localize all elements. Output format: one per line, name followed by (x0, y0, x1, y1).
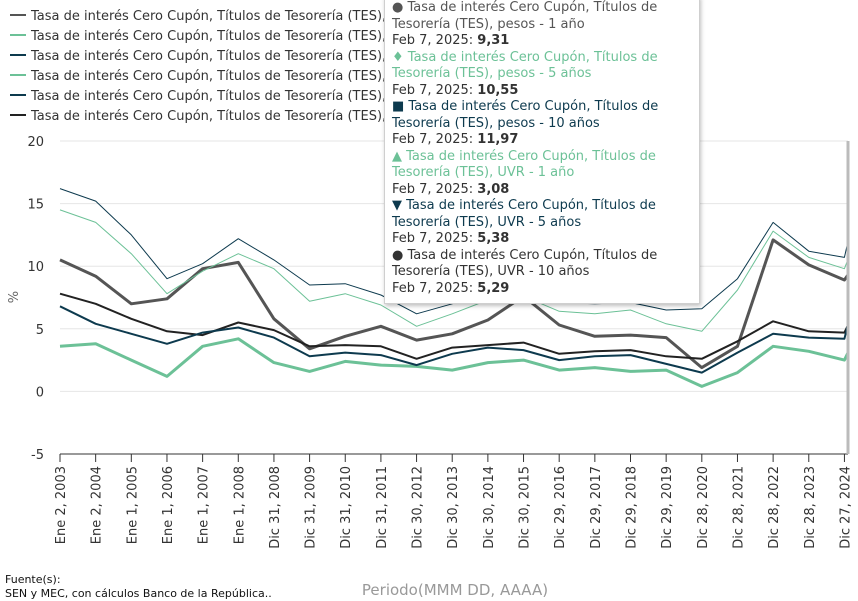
x-tick-label: Dic 28, 2020 (696, 466, 711, 549)
tooltip-series-name: Tasa de interés Cero Cupón, Títulos de T… (392, 148, 656, 181)
y-axis-title: % (7, 291, 22, 303)
x-tick-label: Ene 1, 2008 (232, 466, 247, 544)
tooltip-series-name: Tasa de interés Cero Cupón, Títulos de T… (392, 0, 658, 32)
hover-tooltip: ● Tasa de interés Cero Cupón, Títulos de… (384, 0, 700, 304)
tooltip-series-name: Tasa de interés Cero Cupón, Títulos de T… (392, 247, 658, 280)
y-tick-label: 15 (27, 198, 44, 213)
tooltip-marker-icon: ♦ (392, 49, 408, 65)
legend-item[interactable]: Tasa de interés Cero Cupón, Títulos de T… (10, 69, 467, 84)
x-tick-label: Dic 31, 2008 (268, 466, 283, 549)
x-axis: Ene 2, 2003 Ene 2, 2004 Ene 1, 2005 Ene 1, … (54, 453, 853, 549)
tooltip-marker-icon: ▼ (392, 198, 407, 213)
tooltip-value: Feb 7, 2025: 9,31 (392, 33, 510, 48)
x-tick-label: Dic 31, 2010 (339, 466, 354, 549)
legend-label: Tasa de interés Cero Cupón, Títulos de T… (30, 29, 485, 44)
tooltip-marker-icon: ● (392, 247, 408, 263)
y-tick-label: -5 (31, 448, 44, 463)
y-tick-label: 0 (36, 385, 44, 400)
x-tick-label: Dic 28, 2023 (803, 466, 818, 549)
legend-item[interactable]: Tasa de interés Cero Cupón, Títulos de T… (10, 9, 478, 24)
tooltip-marker-icon: ● (392, 0, 408, 15)
tooltip-series-name: Tasa de interés Cero Cupón, Títulos de T… (392, 99, 659, 131)
series-lines[interactable] (59, 188, 850, 388)
x-tick-label: Dic 30, 2013 (446, 466, 461, 549)
x-tick-label: Dic 30, 2014 (482, 466, 497, 549)
y-tick-label: 20 (27, 135, 44, 150)
series-line-4[interactable] (59, 305, 849, 374)
tooltip-item: ▼ Tasa de interés Cero Cupón, Títulos de… (392, 198, 692, 231)
x-tick-label: Dic 29, 2018 (624, 466, 639, 549)
tooltip-value: Feb 7, 2025: 5,38 (392, 231, 510, 246)
tooltip-marker-icon: ▲ (392, 148, 407, 164)
tooltip-series-name: Tasa de interés Cero Cupón, Títulos de T… (392, 198, 656, 230)
x-tick-label: Ene 1, 2005 (125, 466, 140, 544)
tooltip-item: ■ Tasa de interés Cero Cupón, Títulos de… (392, 99, 692, 132)
legend-item[interactable]: Tasa de interés Cero Cupón, Títulos de T… (10, 49, 493, 64)
x-tick-label: Dic 29, 2017 (589, 466, 604, 549)
legend-item[interactable]: Tasa de interés Cero Cupón, Títulos de T… (10, 29, 485, 44)
x-tick-label: Dic 30, 2012 (411, 466, 426, 549)
y-tick-label: 10 (27, 260, 44, 275)
tooltip-item: ♦ Tasa de interés Cero Cupón, Títulos de… (392, 50, 692, 83)
source-label: Fuente(s): (5, 573, 61, 586)
legend-label: Tasa de interés Cero Cupón, Títulos de T… (30, 9, 478, 24)
x-axis-title: Periodo(MMM DD, AAAA) (362, 581, 548, 599)
y-axis: -5 0 5 10 15 20 (27, 135, 44, 463)
x-tick-label: Dic 29, 2019 (660, 466, 675, 549)
x-tick-label: Ene 2, 2004 (90, 466, 105, 544)
legend-label: Tasa de interés Cero Cupón, Títulos de T… (30, 89, 474, 104)
x-tick-label: Dic 28, 2021 (731, 466, 746, 549)
x-tick-label: Dic 31, 2011 (375, 466, 390, 549)
tooltip-item: ● Tasa de interés Cero Cupón, Títulos de… (392, 248, 692, 281)
legend-label: Tasa de interés Cero Cupón, Títulos de T… (30, 49, 493, 64)
tooltip-value: Feb 7, 2025: 10,55 (392, 82, 519, 98)
x-tick-label: Dic 27, 2024 (838, 466, 853, 549)
series-line-0[interactable] (59, 238, 850, 370)
x-tick-label: Dic 31, 2009 (304, 466, 319, 549)
series-line-3[interactable] (59, 337, 850, 388)
x-tick-label: Ene 2, 2003 (54, 466, 69, 544)
source-note: Fuente(s): SEN y MEC, con cálculos Banco… (5, 573, 272, 601)
x-tick-label: Dic 28, 2022 (767, 466, 782, 549)
tooltip-marker-icon: ■ (392, 99, 409, 114)
source-text: SEN y MEC, con cálculos Banco de la Repú… (5, 587, 272, 600)
series-line-1[interactable] (59, 209, 849, 332)
legend-label: Tasa de interés Cero Cupón, Títulos de T… (30, 109, 483, 124)
tooltip-series-name: Tasa de interés Cero Cupón, Títulos de T… (392, 49, 658, 82)
legend-label: Tasa de interés Cero Cupón, Títulos de T… (30, 69, 467, 84)
legend[interactable]: Tasa de interés Cero Cupón, Títulos de T… (10, 9, 493, 124)
tooltip-value: Feb 7, 2025: 3,08 (392, 181, 510, 197)
tooltip-value: Feb 7, 2025: 5,29 (392, 280, 510, 296)
x-tick-label: Ene 1, 2007 (197, 466, 212, 544)
x-tick-label: Dic 29, 2016 (553, 466, 568, 549)
y-tick-label: 5 (36, 323, 44, 338)
legend-item[interactable]: Tasa de interés Cero Cupón, Títulos de T… (10, 89, 474, 104)
tooltip-value: Feb 7, 2025: 11,97 (392, 132, 519, 147)
tooltip-item: ● Tasa de interés Cero Cupón, Títulos de… (392, 0, 692, 33)
x-tick-label: Dic 30, 2015 (518, 466, 533, 549)
legend-item[interactable]: Tasa de interés Cero Cupón, Títulos de T… (10, 109, 483, 124)
x-tick-label: Ene 1, 2006 (161, 466, 176, 544)
tooltip-item: ▲ Tasa de interés Cero Cupón, Títulos de… (392, 149, 692, 182)
